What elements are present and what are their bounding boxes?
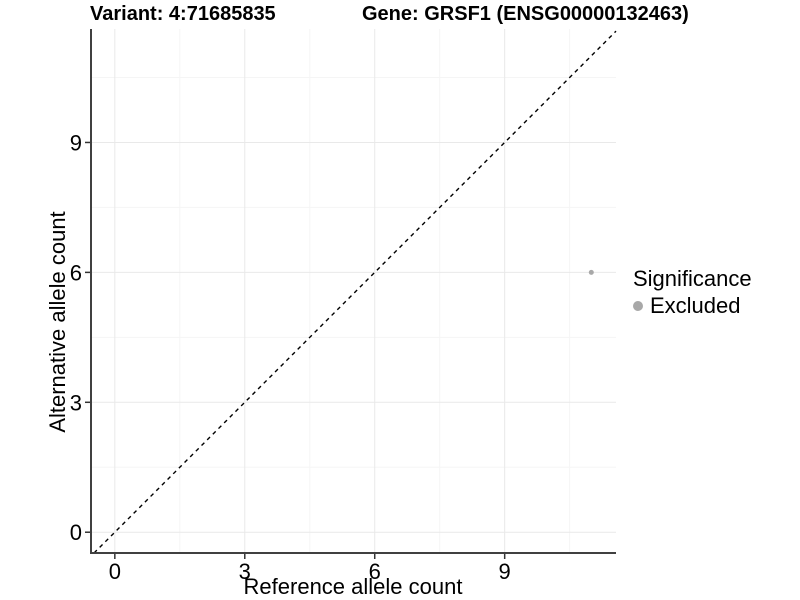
legend-point-icon	[633, 301, 643, 311]
identity-line	[93, 30, 617, 554]
y-tick-label: 9	[70, 130, 82, 155]
legend-title: Significance	[633, 266, 752, 291]
data-point	[588, 269, 594, 275]
plot-title-gene: Gene: GRSF1 (ENSG00000132463)	[362, 3, 689, 25]
x-tick-label: 3	[239, 559, 251, 584]
legend-item-label: Excluded	[650, 293, 741, 318]
plot-title-variant: Variant: 4:71685835	[90, 3, 276, 25]
legend: Significance Excluded	[633, 266, 752, 319]
y-axis-title: Alternative allele count	[45, 211, 70, 433]
x-tick-label: 0	[109, 559, 121, 584]
y-tick-label: 3	[70, 390, 82, 415]
x-tick-label: 6	[369, 559, 381, 584]
x-axis-title: Reference allele count	[243, 574, 463, 599]
y-tick-label: 6	[70, 260, 82, 285]
legend-item-excluded: Excluded	[633, 293, 752, 319]
x-tick-label: 9	[499, 559, 511, 584]
y-tick-label: 0	[70, 520, 82, 545]
